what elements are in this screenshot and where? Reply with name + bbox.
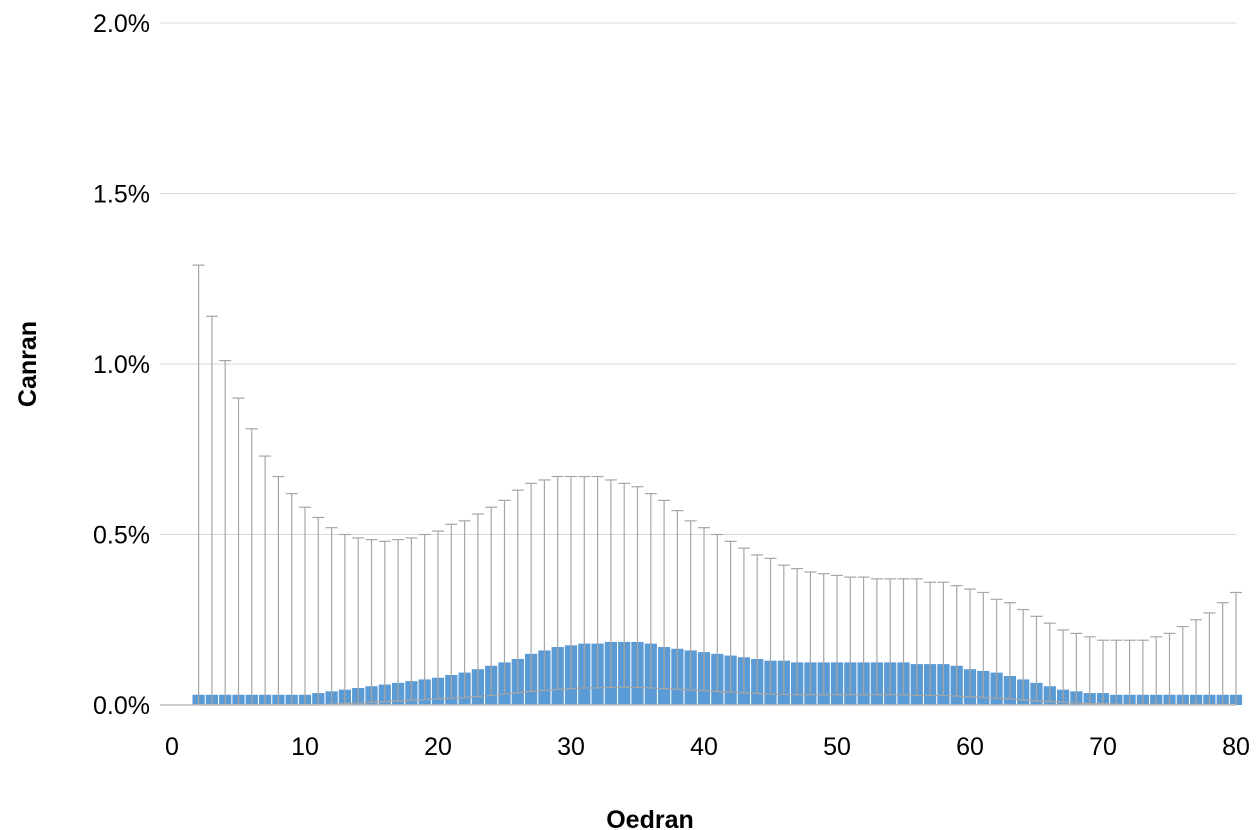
x-tick-label: 70 xyxy=(1089,733,1117,761)
y-axis-title: Canran xyxy=(14,321,42,407)
x-tick-label: 60 xyxy=(956,733,984,761)
x-axis-title: Oedran xyxy=(606,806,694,830)
x-tick-label: 0 xyxy=(165,733,179,761)
y-tick-label: 1.0% xyxy=(93,351,150,379)
x-tick-label: 30 xyxy=(557,733,585,761)
x-tick-label: 50 xyxy=(823,733,851,761)
x-tick-labels: 0 10 20 30 40 50 60 70 80 xyxy=(165,733,1250,761)
y-tick-label: 0.5% xyxy=(93,522,150,550)
gridlines xyxy=(160,22,1236,535)
x-tick-label: 40 xyxy=(690,733,718,761)
error-bars xyxy=(192,264,1242,706)
x-tick-label: 10 xyxy=(291,733,319,761)
x-tick-label: 80 xyxy=(1222,733,1250,761)
y-tick-label: 2.0% xyxy=(93,10,150,38)
lower-bound-line xyxy=(198,686,1236,706)
y-tick-labels: 0.0% 0.5% 1.0% 1.5% 2.0% xyxy=(93,10,150,720)
y-tick-label: 0.0% xyxy=(93,692,150,720)
y-tick-label: 1.5% xyxy=(93,181,150,209)
x-tick-label: 20 xyxy=(424,733,452,761)
